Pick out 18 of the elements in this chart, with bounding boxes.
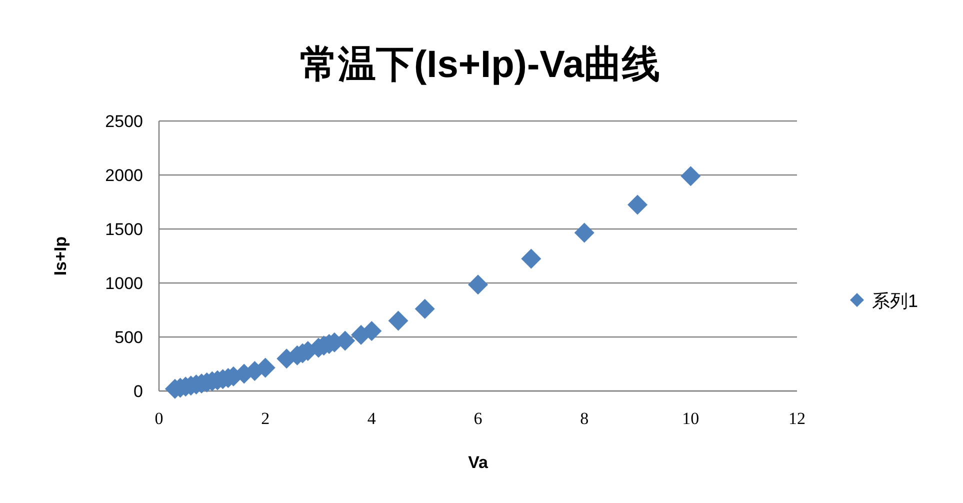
legend: 系列1 (850, 291, 918, 311)
x-tick-label: 0 (154, 409, 164, 428)
legend-label: 系列1 (872, 291, 918, 311)
y-tick-label: 2000 (105, 166, 143, 185)
y-tick-label: 1000 (105, 274, 143, 293)
x-axis-title: Va (468, 453, 488, 472)
y-tick-label: 1500 (105, 220, 143, 239)
x-tick-label: 10 (682, 409, 700, 428)
chart-title: 常温下(Is+Ip)-Va曲线 (300, 44, 660, 86)
y-tick-label: 2500 (105, 112, 143, 131)
y-tick-label: 0 (134, 382, 143, 401)
x-tick-label: 2 (261, 409, 270, 428)
x-tick-label: 4 (367, 409, 376, 428)
y-tick-label: 500 (114, 328, 143, 347)
x-tick-label: 12 (788, 409, 806, 428)
y-axis-title: Is+Ip (51, 236, 70, 276)
x-tick-label: 8 (580, 409, 589, 428)
x-tick-label: 6 (474, 409, 482, 428)
